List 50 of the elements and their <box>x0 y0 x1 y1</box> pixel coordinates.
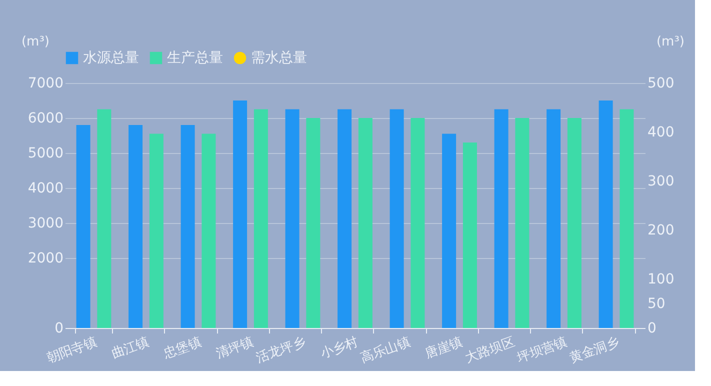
bar <box>338 109 352 328</box>
y-tick-label: 3000 <box>28 216 64 232</box>
y2-tick-label: 400 <box>648 124 674 140</box>
bar <box>598 100 613 328</box>
bar <box>254 109 268 328</box>
y2-tick-label: 300 <box>648 174 674 190</box>
legend-label: 生产总量 <box>167 50 223 66</box>
bar <box>97 109 112 328</box>
bar <box>306 118 320 328</box>
x-tick-label: 小乡村 <box>318 334 360 362</box>
y2-tick-label: 100 <box>648 272 674 288</box>
bar <box>410 118 425 328</box>
y2-tick-label: 500 <box>648 76 674 92</box>
y-tick-label: 0 <box>54 320 64 336</box>
x-tick-label: 清坪镇 <box>214 334 256 362</box>
y-tick-label: 6000 <box>28 110 64 126</box>
bar <box>546 109 561 328</box>
x-tick-label: 唐崖镇 <box>423 334 465 362</box>
bar <box>358 118 372 328</box>
y2-tick-label: 0 <box>648 320 656 336</box>
y-tick-label: 4000 <box>28 180 64 196</box>
bar <box>462 142 477 328</box>
x-tick-label: 忠堡镇 <box>160 334 204 362</box>
x-tick-label: 活龙坪乡 <box>254 334 308 366</box>
x-tick-label: 曲江镇 <box>110 334 152 362</box>
x-tick-label: 高乐山镇 <box>358 334 413 366</box>
legend-label: 需水总量 <box>251 50 307 66</box>
bar <box>515 118 530 328</box>
bar <box>233 100 248 328</box>
bar <box>442 134 456 328</box>
y-axis-title: (m³) <box>21 34 50 50</box>
y2-axis-title: (m³) <box>656 34 685 50</box>
y2-tick-label: 200 <box>648 222 674 238</box>
y-tick-label: 2000 <box>28 250 64 266</box>
y-tick-label: 7000 <box>28 76 64 92</box>
bar <box>390 109 404 328</box>
bar <box>494 109 508 328</box>
legend-label: 水源总量 <box>83 50 139 66</box>
bar <box>128 125 143 328</box>
bar <box>180 125 195 328</box>
bar <box>76 125 90 328</box>
bar <box>202 134 216 328</box>
bar <box>285 109 300 328</box>
bar <box>620 109 634 328</box>
bar <box>567 118 582 328</box>
bar <box>149 134 164 328</box>
x-tick-label: 黄金洞乡 <box>568 334 622 366</box>
y2-tick-label: 50 <box>648 296 666 312</box>
y-tick-label: 5000 <box>28 146 64 162</box>
x-tick-label: 朝阳寺镇 <box>45 334 100 366</box>
